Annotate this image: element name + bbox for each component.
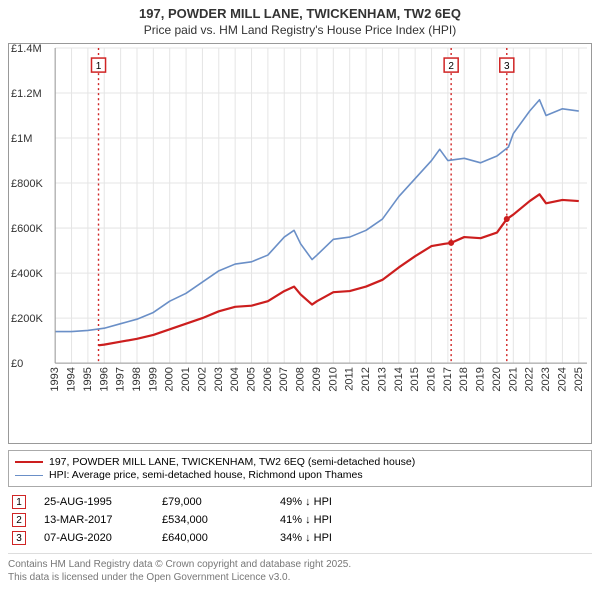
legend-label: 197, POWDER MILL LANE, TWICKENHAM, TW2 6… [49,456,415,468]
sale-row: 1 25-AUG-1995 £79,000 49% ↓ HPI [8,493,592,511]
legend-label: HPI: Average price, semi-detached house,… [49,469,363,481]
sale-row: 3 07-AUG-2020 £640,000 34% ↓ HPI [8,529,592,547]
sale-price: £79,000 [162,496,262,508]
svg-text:2007: 2007 [278,367,290,392]
sale-marker-icon: 2 [12,513,26,527]
svg-text:2004: 2004 [229,367,241,392]
page-subtitle: Price paid vs. HM Land Registry's House … [8,23,592,37]
sale-marker-icon: 1 [12,495,26,509]
sale-diff: 49% ↓ HPI [280,496,380,508]
svg-text:2008: 2008 [295,367,307,392]
svg-text:£1M: £1M [11,133,32,145]
svg-text:2016: 2016 [426,367,438,392]
svg-text:2022: 2022 [524,367,536,392]
svg-text:1996: 1996 [98,367,110,392]
price-chart: £0 £200K £400K £600K £800K £1M £1.2M £1.4M 1993 1… [8,43,592,444]
sale-date: 25-AUG-1995 [44,496,144,508]
svg-text:2015: 2015 [409,367,421,392]
svg-text:2012: 2012 [360,367,372,392]
sale-marker-icon: 3 [12,531,26,545]
svg-text:2005: 2005 [246,367,258,392]
svg-text:2009: 2009 [311,367,323,392]
sale-price: £640,000 [162,532,262,544]
svg-text:1993: 1993 [49,367,61,392]
svg-text:2010: 2010 [327,367,339,392]
svg-text:1994: 1994 [66,367,78,392]
page-title: 197, POWDER MILL LANE, TWICKENHAM, TW2 6… [8,6,592,21]
svg-text:2002: 2002 [196,367,208,392]
sale-diff: 41% ↓ HPI [280,514,380,526]
sale-date: 13-MAR-2017 [44,514,144,526]
sale-row: 2 13-MAR-2017 £534,000 41% ↓ HPI [8,511,592,529]
svg-text:1998: 1998 [131,367,143,392]
sale-date: 07-AUG-2020 [44,532,144,544]
svg-text:2011: 2011 [344,367,356,391]
svg-text:2003: 2003 [213,367,225,392]
svg-text:2020: 2020 [491,367,503,392]
svg-text:£400K: £400K [11,268,44,280]
sale-diff: 34% ↓ HPI [280,532,380,544]
svg-text:2017: 2017 [442,367,454,392]
svg-text:£600K: £600K [11,223,44,235]
svg-text:1999: 1999 [147,367,159,392]
sale-price: £534,000 [162,514,262,526]
svg-text:2: 2 [448,61,454,72]
svg-text:2025: 2025 [573,367,585,392]
svg-text:2024: 2024 [556,367,568,392]
svg-text:£200K: £200K [11,313,44,325]
svg-text:£1.2M: £1.2M [11,88,42,100]
chart-legend: 197, POWDER MILL LANE, TWICKENHAM, TW2 6… [8,450,592,487]
svg-text:£800K: £800K [11,178,44,190]
sales-table: 1 25-AUG-1995 £79,000 49% ↓ HPI2 13-MAR-… [8,493,592,547]
svg-text:2014: 2014 [393,367,405,392]
svg-text:2018: 2018 [458,367,470,392]
svg-text:2001: 2001 [180,367,192,392]
svg-text:£0: £0 [11,358,23,370]
svg-text:2021: 2021 [507,367,519,392]
svg-text:1: 1 [96,61,102,72]
svg-text:3: 3 [504,61,510,72]
svg-text:1997: 1997 [115,367,127,392]
svg-text:£1.4M: £1.4M [11,43,42,55]
svg-text:2013: 2013 [376,367,388,392]
svg-text:2019: 2019 [475,367,487,392]
svg-text:1995: 1995 [82,367,94,392]
svg-text:2023: 2023 [540,367,552,392]
svg-text:2000: 2000 [164,367,176,392]
copyright-footer: Contains HM Land Registry data © Crown c… [8,553,592,584]
svg-text:2006: 2006 [262,367,274,392]
